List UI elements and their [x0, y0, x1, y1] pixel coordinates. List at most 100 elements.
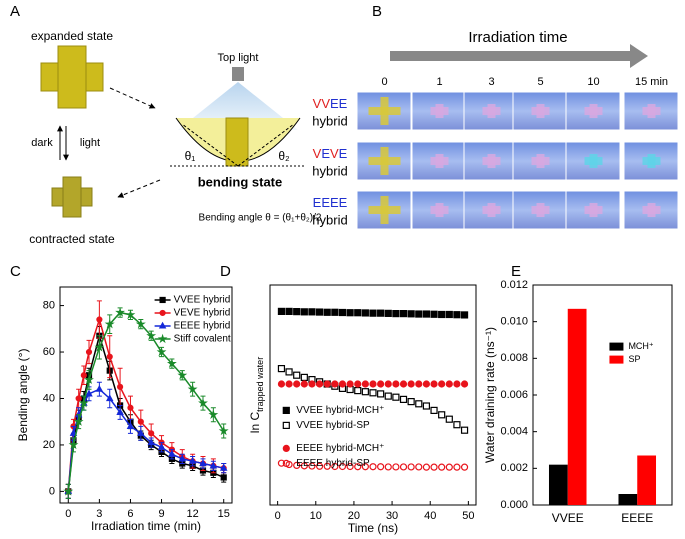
marker: [377, 463, 385, 471]
x-tick-label: 40: [424, 510, 436, 522]
row-label: hybrid: [312, 212, 347, 227]
formula: Bending angle θ = (θ₁+θ₂)/2: [199, 213, 322, 224]
y-tick-label: 0.012: [500, 279, 528, 291]
marker: [127, 404, 134, 411]
marker: [338, 308, 347, 317]
marker: [453, 463, 461, 471]
marker: [445, 415, 453, 423]
marker: [63, 486, 74, 496]
marker: [308, 380, 316, 388]
marker: [282, 421, 290, 429]
marker: [377, 309, 385, 317]
y-tick-label: 0.004: [500, 426, 528, 438]
marker: [453, 311, 461, 319]
axis-title: Irradiation time: [468, 29, 567, 46]
marker: [354, 380, 362, 388]
bar: [548, 464, 568, 505]
legend-label: Stiff covalent: [174, 334, 231, 345]
photo-sample: [487, 104, 496, 118]
marker: [282, 406, 290, 414]
lamp: [232, 67, 244, 81]
time-label: 5: [537, 76, 543, 88]
marker: [277, 307, 286, 315]
x-tick-label: 50: [462, 510, 474, 522]
row-letter: E: [339, 146, 348, 161]
marker: [369, 463, 377, 471]
marker: [331, 308, 339, 316]
marker: [157, 443, 166, 450]
marker: [445, 463, 453, 471]
x-tick-label: 15: [218, 508, 230, 520]
marker: [384, 309, 392, 317]
marker: [178, 454, 187, 462]
marker: [300, 462, 308, 470]
marker: [315, 462, 324, 470]
marker: [285, 307, 293, 315]
marker: [331, 380, 339, 388]
chart: D 0 10 20 30 40 50 Time (ns) ln Ctrapped water VV…: [220, 263, 477, 535]
angle-label: θ₁: [185, 149, 196, 163]
photo-sample: [435, 154, 444, 168]
marker: [177, 370, 188, 380]
photo-sample: [536, 203, 545, 217]
marker: [399, 310, 408, 318]
row-letter: V: [321, 96, 330, 111]
marker: [116, 408, 124, 416]
marker: [338, 380, 347, 388]
bar: [618, 494, 638, 505]
marker: [422, 402, 431, 410]
arrow-label: light: [80, 137, 100, 149]
photo: [411, 141, 467, 181]
legend-swatch: [609, 342, 624, 351]
marker: [95, 384, 104, 392]
marker: [85, 348, 93, 356]
marker: [453, 380, 461, 388]
marker: [73, 416, 84, 426]
marker: [168, 449, 176, 457]
marker: [282, 459, 290, 467]
marker: [147, 438, 155, 446]
arrow: [117, 179, 161, 198]
marker: [377, 380, 385, 388]
legend-label: SP: [628, 354, 640, 364]
marker: [80, 372, 87, 379]
legend-label: VVEE hybrid: [174, 295, 231, 306]
marker: [126, 422, 135, 429]
y-tick-label: 0.008: [500, 352, 528, 364]
marker: [384, 380, 392, 388]
marker: [137, 429, 145, 436]
marker: [460, 380, 469, 388]
plot-frame: [269, 284, 477, 506]
row-letter: V: [330, 146, 339, 161]
marker: [158, 321, 167, 329]
photo-sample: [380, 196, 389, 224]
marker: [392, 393, 400, 401]
row-label: VEVE: [313, 146, 348, 161]
marker: [415, 310, 423, 318]
expanded-cross: [40, 45, 104, 109]
panel-label: C: [10, 263, 21, 280]
panel-label: A: [10, 3, 20, 20]
row-letter: E: [321, 146, 330, 161]
marker: [315, 308, 324, 316]
marker: [354, 463, 362, 471]
marker: [75, 395, 82, 402]
photo-sample: [589, 154, 598, 168]
y-tick-label: 0.010: [500, 316, 528, 328]
y-tick-label: 0.002: [500, 462, 528, 474]
marker: [346, 380, 354, 388]
marker: [392, 463, 400, 471]
marker: [68, 439, 79, 450]
marker: [84, 374, 94, 384]
marker: [198, 397, 208, 408]
x-tick-label: 0: [65, 508, 71, 520]
marker: [135, 318, 146, 329]
marker: [323, 380, 331, 388]
contracted-cross: [51, 176, 93, 218]
marker: [199, 459, 207, 467]
photo-sample: [380, 147, 389, 175]
marker: [460, 426, 469, 434]
marker: [116, 383, 124, 390]
time-arrow: [390, 44, 648, 68]
marker: [438, 310, 446, 319]
